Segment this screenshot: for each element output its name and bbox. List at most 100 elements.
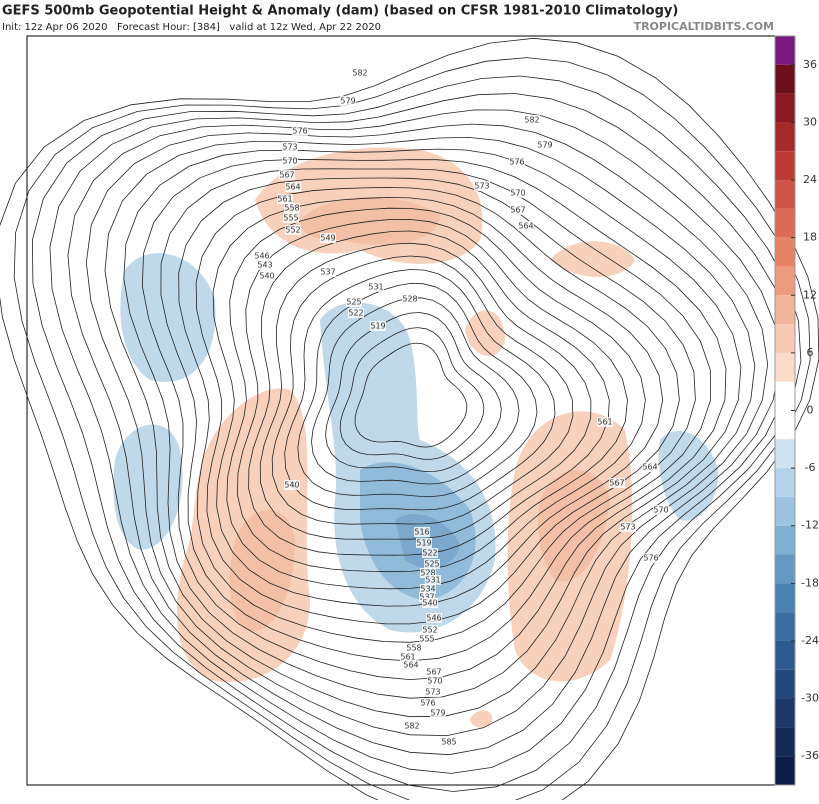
contour-line: [178, 177, 696, 643]
contour-label: 576: [509, 158, 524, 167]
contour-label: 570: [653, 506, 668, 515]
negative-anomaly: [113, 424, 183, 550]
contour-label-bg: [320, 267, 336, 277]
contour-label: 582: [524, 116, 539, 125]
contour-label: 576: [420, 699, 435, 708]
contour-line: [311, 297, 520, 485]
colorbar-tick-label: -18: [801, 576, 819, 589]
colorbar-band: [775, 36, 795, 65]
contour-label: 561: [277, 195, 292, 204]
colorbar-band: [775, 266, 795, 296]
contour-line: [160, 168, 712, 662]
contour-label-bg: [524, 115, 540, 125]
contour-label-bg: [537, 140, 553, 150]
contour-label: 573: [474, 182, 489, 191]
contour-label-bg: [346, 297, 362, 307]
subtitle: Init: 12z Apr 06 2020 Forecast Hour: [38…: [2, 22, 381, 33]
contour-label: 540: [259, 272, 274, 281]
title: GEFS 500mb Geopotential Height & Anomaly…: [2, 4, 678, 19]
negative-anomaly: [658, 431, 719, 521]
colorbar-tick-label: 24: [803, 173, 817, 186]
colorbar-band: [775, 324, 795, 353]
positive-anomaly: [470, 710, 493, 728]
contour-label: 522: [348, 309, 363, 318]
colorbar-band: [775, 727, 795, 757]
contour-label: 567: [510, 206, 525, 215]
contour-label-bg: [425, 575, 441, 585]
contour-label: 522: [422, 549, 437, 558]
colorbar-band: [775, 669, 795, 699]
contour-line: [212, 197, 664, 607]
contour-label-bg: [416, 538, 432, 548]
positive-anomaly: [465, 310, 505, 357]
contour-line: [354, 342, 468, 448]
contour-label-bg: [352, 68, 368, 78]
colorbar-band: [775, 151, 795, 181]
height-contours: [0, 37, 819, 804]
colorbar-tick-label: -24: [801, 634, 819, 647]
contour-label: 573: [620, 523, 635, 532]
contour-label-bg: [426, 667, 442, 677]
contour-label-bg: [402, 294, 418, 304]
contour-label-bg: [279, 170, 295, 180]
contour-label: 582: [404, 722, 419, 731]
contour-label-bg: [518, 221, 534, 231]
contour-line: [49, 93, 792, 774]
contour-label-bg: [340, 96, 356, 106]
contour-label: 531: [425, 576, 440, 585]
colorbar-band: [775, 439, 795, 469]
contour-label-bg: [283, 213, 299, 223]
contour-label: 567: [609, 479, 624, 488]
contour-line: [284, 269, 556, 511]
contour-label-bg: [285, 225, 301, 235]
contour-label: 540: [284, 481, 299, 490]
contour-label: 552: [285, 226, 300, 235]
contour-line: [325, 312, 502, 473]
contour-label-bg: [277, 194, 293, 204]
colorbar-band: [775, 698, 795, 728]
credit: TROPICALTIDBITS.COM: [634, 20, 774, 33]
contour-label-bg: [320, 233, 336, 243]
contour-label: 558: [406, 644, 421, 653]
contour-label-bg: [426, 613, 442, 623]
contour-label: 561: [597, 418, 612, 427]
contour-label: 576: [292, 127, 307, 136]
contour-label: 558: [284, 204, 299, 213]
contour-label: 567: [426, 668, 441, 677]
contour-label-bg: [597, 417, 613, 427]
contour-line: [259, 242, 592, 540]
positive-anomaly: [550, 241, 635, 277]
contour-label-bg: [285, 182, 301, 192]
contour-label-bg: [422, 598, 438, 608]
contour-label: 543: [257, 261, 272, 270]
contour-line: [0, 37, 819, 804]
contour-label-bg: [509, 157, 525, 167]
contour-label-bg: [370, 321, 386, 331]
contour-label: 570: [510, 189, 525, 198]
colorbar-band: [775, 756, 795, 785]
colorbar: 36 30 24 18 12 6 0 -6 -12 -18 -24 -30 -36: [774, 35, 819, 786]
contour-label-bg: [430, 708, 446, 718]
contour-label: 555: [419, 635, 434, 644]
contour-label: 534: [420, 585, 435, 594]
contour-label: 582: [352, 69, 367, 78]
colorbar-tick-label: 6: [807, 346, 814, 359]
contour-label: 573: [282, 143, 297, 152]
contour-label-bg: [414, 527, 430, 537]
contour-label-bg: [510, 205, 526, 215]
contour-label: 531: [368, 283, 383, 292]
colorbar-tick-label: 30: [803, 115, 817, 128]
contour-label-bg: [425, 687, 441, 697]
contour-label: 516: [414, 528, 429, 537]
contour-line: [13, 57, 811, 804]
contour-label-bg: [254, 251, 270, 261]
contour-line: [104, 136, 756, 718]
contour-line: [226, 207, 646, 590]
colorbar-tick-label: -30: [801, 692, 819, 705]
colorbar-band: [775, 525, 795, 555]
contour-label-bg: [282, 156, 298, 166]
contour-label-bg: [292, 126, 308, 136]
contour-label-bg: [259, 271, 275, 281]
contour-label-bg: [284, 480, 300, 490]
